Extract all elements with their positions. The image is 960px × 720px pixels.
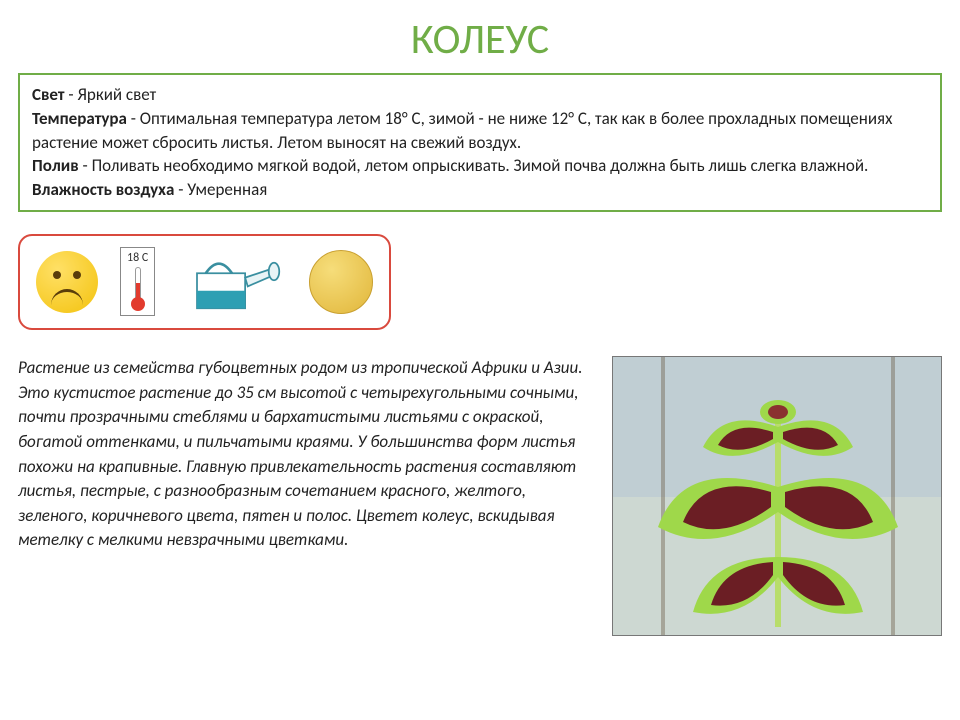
page-title: КОЛЕУС: [0, 0, 960, 73]
plant-description: Растение из семейства губоцветных родом …: [18, 356, 592, 636]
care-humidity: Влажность воздуха - Умеренная: [32, 178, 928, 202]
temp-text: - Оптимальная температура летом 18° С, з…: [32, 108, 892, 153]
care-requirements-box: Свет - Яркий свет Температура - Оптималь…: [18, 73, 942, 212]
plant-photo: [612, 356, 942, 636]
water-text: - Поливать необходимо мягкой водой, лето…: [79, 155, 869, 176]
thermo-label: 18 С: [127, 251, 148, 265]
sad-face-icon: [36, 251, 98, 313]
care-temperature: Температура - Оптимальная температура ле…: [32, 107, 928, 155]
watering-can-icon: [177, 247, 287, 317]
temp-label: Температура: [32, 108, 127, 129]
humidity-text: - Умеренная: [174, 179, 267, 200]
care-icon-row: 18 С: [18, 234, 391, 330]
sun-icon: [309, 250, 373, 314]
light-label: Свет: [32, 84, 65, 105]
care-light: Свет - Яркий свет: [32, 83, 928, 107]
care-watering: Полив - Поливать необходимо мягкой водой…: [32, 154, 928, 178]
water-label: Полив: [32, 155, 79, 176]
humidity-label: Влажность воздуха: [32, 179, 174, 200]
light-text: - Яркий свет: [65, 84, 157, 105]
thermometer-icon: 18 С: [120, 247, 155, 316]
